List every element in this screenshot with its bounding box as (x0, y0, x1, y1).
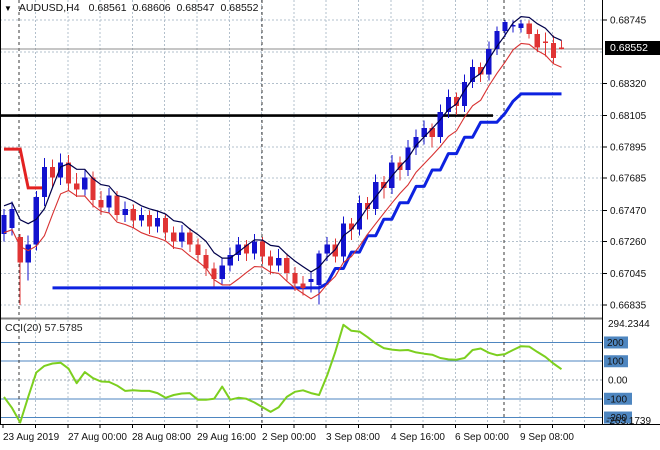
ohlc-low: 0.68547 (176, 2, 215, 14)
current-price-badge: 0.68552 (605, 41, 660, 55)
cci-level-badge: -100 (607, 394, 627, 405)
cci-level-badge: 200 (607, 338, 624, 349)
cci-min-label: -263.1739 (606, 416, 651, 427)
price-axis-label: 0.68320 (610, 79, 647, 90)
cci-axis[interactable]: 294.2344 0.00 200 100 -100 -200-263.1739 (604, 319, 651, 427)
ma-line-red (3, 42, 562, 300)
price-axis-label: 0.67895 (610, 142, 647, 153)
price-axis-label: 0.68105 (610, 111, 647, 122)
chart-dropdown-arrow-icon[interactable]: ▼ (4, 4, 12, 13)
cci-level-badge: -200 (607, 413, 627, 424)
cci-zero-label: 0.00 (608, 376, 628, 387)
cci-level-badge: 100 (607, 357, 624, 368)
time-axis-label: 29 Aug 16:00 (197, 432, 256, 443)
candles (1, 20, 565, 306)
trail-line-bullish (52, 92, 562, 290)
price-axis-label: 0.67685 (610, 174, 647, 185)
price-axis[interactable]: 0.68745 0.68320 0.68105 0.67895 0.67685 0.674… (602, 0, 660, 450)
ohlc-close: 0.68552 (220, 2, 259, 14)
time-axis[interactable]: 23 Aug 2019 27 Aug 00:00 28 Aug 08:00 29 Au… (0, 424, 660, 450)
cci-indicator-label: CCI(20) 57.5785 (5, 322, 83, 334)
price-axis-label: 0.66835 (610, 301, 647, 312)
price-axis-label: 0.68745 (610, 16, 647, 27)
time-axis-label: 9 Sep 08:00 (520, 432, 574, 443)
week-separators (18, 0, 505, 424)
symbol-period-label: AUDUSD,H4 (18, 2, 80, 14)
trail-line-bearish (4, 147, 45, 190)
time-axis-label: 6 Sep 00:00 (455, 432, 509, 443)
price-axis-label: 0.67470 (610, 206, 647, 217)
time-axis-label: 23 Aug 2019 (3, 432, 60, 443)
time-axis-label: 4 Sep 16:00 (391, 432, 445, 443)
ohlc-high: 0.68606 (132, 2, 171, 14)
ma-line-navy (3, 15, 562, 273)
price-axis-label: 0.67260 (610, 237, 647, 248)
time-axis-label: 3 Sep 08:00 (326, 432, 380, 443)
cci-line (3, 323, 563, 424)
cci-max-label: 294.2344 (608, 319, 650, 330)
time-axis-label: 27 Aug 00:00 (68, 432, 127, 443)
price-axis-label: 0.67045 (610, 269, 647, 280)
ohlc-info-line: ▼ AUDUSD,H4 0.68561 0.68606 0.68547 0.68552 (4, 2, 264, 14)
ohlc-open: 0.68561 (88, 2, 127, 14)
time-axis-label: 2 Sep 00:00 (262, 432, 316, 443)
cci-level-lines (0, 341, 602, 419)
time-axis-label: 28 Aug 08:00 (132, 432, 191, 443)
